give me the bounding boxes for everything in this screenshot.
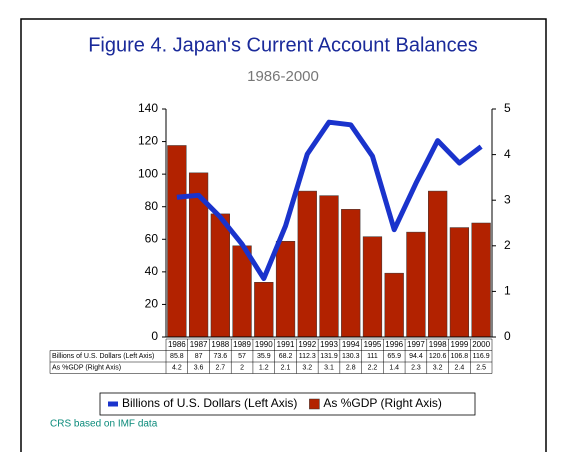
y-tick-label: 120: [138, 134, 158, 148]
table-value: 2.7: [215, 365, 225, 372]
table-value: 94.4: [409, 353, 423, 360]
table-value: 3.2: [433, 365, 443, 372]
bar: [167, 145, 187, 338]
y2-tick-label: 1: [504, 284, 511, 298]
legend-label: Billions of U.S. Dollars (Left Axis): [122, 396, 297, 410]
y-tick-label: 100: [138, 166, 158, 180]
bar: [449, 227, 470, 338]
x-tick-label: 1996: [385, 340, 403, 349]
chart-subtitle: 1986-2000: [247, 68, 319, 85]
bar: [275, 240, 296, 338]
table-value: 4.2: [172, 365, 182, 372]
table-value: 131.9: [320, 353, 338, 360]
bar: [232, 245, 252, 338]
bar: [384, 272, 404, 338]
table-value: 130.3: [342, 353, 360, 360]
table-row-label: Billions of U.S. Dollars (Left Axis): [52, 353, 154, 360]
y-tick-label: 60: [145, 231, 159, 245]
y-tick-label: 140: [138, 101, 158, 115]
legend-box: [99, 392, 476, 416]
line: [176, 119, 483, 282]
x-tick-label: 1986: [168, 340, 186, 349]
y-tick-label: 40: [145, 264, 159, 278]
y-tick-label: 80: [145, 199, 159, 213]
table-value: 68.2: [279, 353, 293, 360]
x-tick-label: 1994: [342, 340, 360, 349]
source-note: CRS based on IMF data: [50, 419, 158, 430]
bar: [210, 213, 230, 338]
bar: [471, 222, 491, 338]
table-row-label: As %GDP (Right Axis): [52, 365, 121, 372]
x-tick-label: 1995: [364, 340, 382, 349]
x-tick-label: 1988: [211, 340, 229, 349]
table-value: 3.2: [302, 365, 312, 372]
table-value: 65.9: [387, 353, 401, 360]
legend-swatch: [309, 398, 320, 410]
bar: [362, 236, 383, 338]
bar: [319, 195, 339, 338]
x-tick-label: 2000: [472, 340, 490, 349]
table-value: 116.9: [473, 353, 490, 360]
x-tick-label: 1998: [429, 340, 447, 349]
table-value: 2.8: [346, 365, 356, 372]
frame: [20, 18, 547, 452]
table-value: 35.9: [257, 353, 271, 360]
y2-tick-label: 5: [504, 101, 511, 115]
y2-tick-label: 0: [504, 329, 511, 343]
y-tick-label: 20: [145, 297, 159, 311]
legend-label: As %GDP (Right Axis): [323, 396, 441, 410]
x-tick-label: 1989: [233, 340, 251, 349]
x-tick-label: 1993: [320, 340, 338, 349]
table-value: 2.5: [476, 365, 486, 372]
x-tick-label: 1992: [298, 340, 316, 349]
bar: [341, 209, 361, 338]
table-value: 2.3: [411, 365, 421, 372]
chart-title: Figure 4. Japan's Current Account Balanc…: [88, 34, 478, 56]
table-value: 57: [238, 353, 246, 360]
y2-tick-label: 3: [504, 192, 511, 206]
x-tick-label: 1999: [451, 340, 469, 349]
y2-tick-label: 2: [504, 238, 511, 252]
table-value: 73.6: [214, 353, 228, 360]
y-tick-label: 0: [151, 329, 158, 343]
table-value: 2.2: [368, 365, 378, 372]
table-value: 87: [195, 353, 203, 360]
x-tick-label: 1990: [255, 340, 273, 349]
table-value: 2.4: [455, 365, 465, 372]
bar: [428, 190, 448, 338]
bar: [254, 282, 274, 338]
table-value: 3.1: [324, 365, 334, 372]
table-value: 120.6: [429, 353, 447, 360]
table-value: 106.8: [451, 353, 469, 360]
table-value: 2.1: [281, 365, 291, 372]
x-tick-label: 1991: [277, 340, 295, 349]
table-value: 85.8: [170, 353, 184, 360]
table-value: 2: [240, 365, 244, 372]
x-tick-label: 1997: [407, 340, 425, 349]
table-value: 1.2: [259, 365, 269, 372]
table-value: 1.4: [389, 365, 399, 372]
x-tick-label: 1987: [190, 340, 208, 349]
bar: [297, 190, 317, 338]
table-value: 112.3: [299, 353, 316, 360]
y2-tick-label: 4: [504, 147, 511, 161]
table-value: 111: [367, 353, 378, 360]
bar: [406, 231, 426, 338]
table-value: 3.6: [194, 365, 204, 372]
